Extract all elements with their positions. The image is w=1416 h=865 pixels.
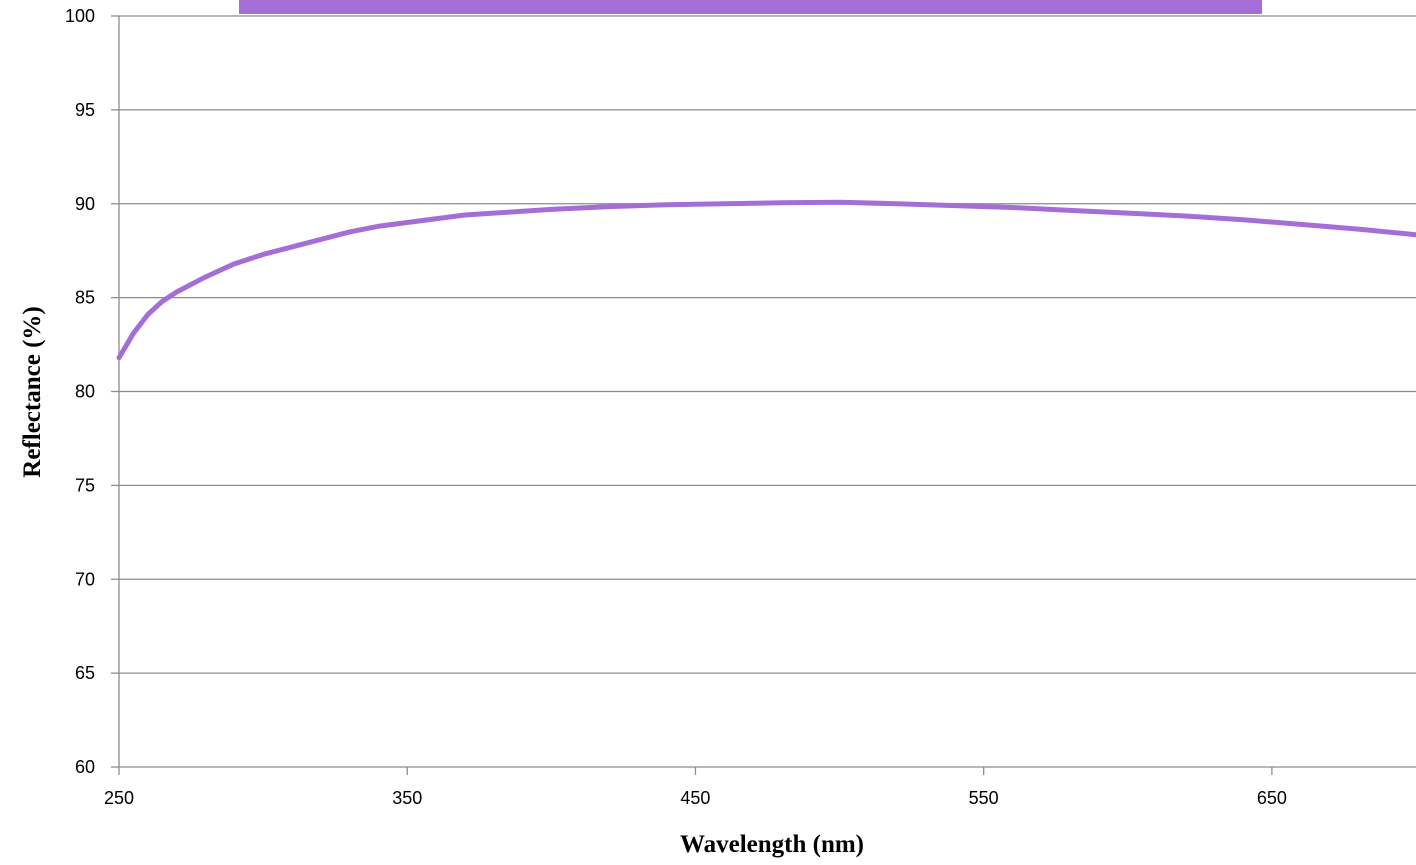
x-tick-label: 550 bbox=[969, 788, 999, 808]
y-tick-label: 60 bbox=[75, 757, 95, 777]
x-tick-label: 650 bbox=[1257, 788, 1287, 808]
y-tick-label: 95 bbox=[75, 100, 95, 120]
x-axis-title: Wavelength (nm) bbox=[680, 831, 864, 858]
x-tick-label: 350 bbox=[392, 788, 422, 808]
y-tick-label: 90 bbox=[75, 194, 95, 214]
legend-swatch bbox=[239, 0, 1262, 14]
x-tick-label: 250 bbox=[104, 788, 134, 808]
y-tick-label: 70 bbox=[75, 569, 95, 589]
gridlines bbox=[119, 15, 1416, 674]
y-tick-label: 85 bbox=[75, 288, 95, 308]
y-axis-title: Reflectance (%) bbox=[19, 306, 46, 477]
tick-labels: 60 65 70 75 80 85 90 95 100 250 350 450 550 650 bbox=[65, 6, 1287, 808]
y-tick-label: 65 bbox=[75, 663, 95, 683]
series-line bbox=[116, 199, 1416, 361]
y-tick-label: 80 bbox=[75, 382, 95, 402]
y-tick-label: 75 bbox=[75, 475, 95, 495]
x-tick-label: 450 bbox=[680, 788, 710, 808]
series-layer bbox=[116, 199, 1416, 361]
y-tick-label: 100 bbox=[65, 6, 95, 26]
axes bbox=[111, 15, 1416, 775]
